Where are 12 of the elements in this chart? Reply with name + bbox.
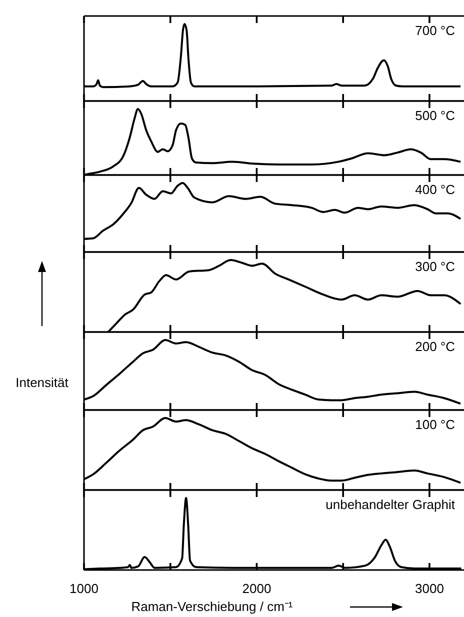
- x-axis-title: Raman-Verschiebung / cm⁻¹: [131, 599, 294, 614]
- y-axis-title: Intensität: [16, 375, 69, 390]
- chart-title: 700 °C: [415, 23, 455, 38]
- chart-title: 200 °C: [415, 339, 455, 354]
- chart-title: 500 °C: [415, 108, 455, 123]
- chart-title: unbehandelter Graphit: [326, 497, 456, 512]
- chart-title: 100 °C: [415, 417, 455, 432]
- x-tick-label: 2000: [242, 581, 272, 596]
- chart-title: 400 °C: [415, 182, 455, 197]
- x-tick-label: 1000: [70, 581, 98, 596]
- chart-title: 300 °C: [415, 259, 455, 274]
- x-tick-label: 3000: [414, 581, 444, 596]
